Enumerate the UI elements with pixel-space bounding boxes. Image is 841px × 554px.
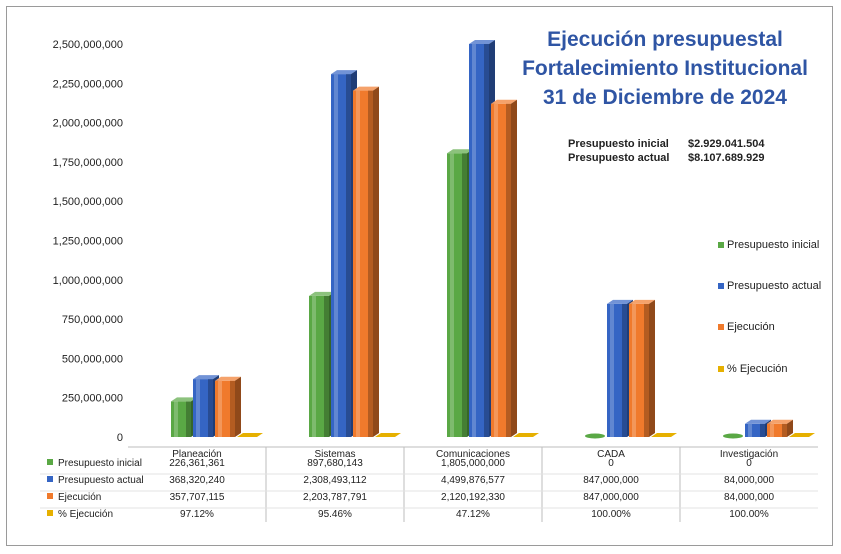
table-cell: 0: [608, 458, 614, 469]
legend-swatch: [718, 242, 724, 248]
chart-title-line: 31 de Diciembre de 2024: [543, 86, 787, 109]
category-label: Sistemas: [314, 449, 355, 460]
legend-label: Presupuesto inicial: [727, 239, 819, 251]
bar-1-5: [723, 433, 743, 439]
table-cell: 100.00%: [729, 509, 769, 520]
y-tick-label: 2,000,000,000: [53, 118, 123, 130]
table-cell: 84,000,000: [724, 475, 774, 486]
category-label: Comunicaciones: [436, 449, 510, 460]
legend-swatch: [718, 324, 724, 330]
table-cell: 226,361,361: [169, 458, 225, 469]
table-series-name: Ejecución: [58, 492, 101, 503]
table-cell: 1,805,000,000: [441, 458, 505, 469]
category-label: Investigación: [720, 449, 778, 460]
chart-title-line: Fortalecimiento Institucional: [522, 57, 808, 80]
y-tick-label: 1,500,000,000: [53, 196, 123, 208]
legend-label: % Ejecución: [727, 363, 788, 375]
bar-3-2: [353, 86, 379, 437]
table-cell: 95.46%: [318, 509, 352, 520]
table-series-swatch: [47, 476, 53, 482]
table-series-swatch: [47, 493, 53, 499]
info-label: Presupuesto inicial: [568, 138, 669, 150]
legend-label: Ejecución: [727, 321, 775, 333]
table-cell: 357,707,115: [170, 492, 225, 503]
table-cell: 0: [746, 458, 752, 469]
bar-4-3: [513, 433, 539, 437]
table-series-swatch: [47, 510, 53, 516]
table-cell: 847,000,000: [583, 475, 639, 486]
chart-title-line: Ejecución presupuestal: [547, 28, 783, 51]
y-tick-label: 1,000,000,000: [53, 275, 123, 287]
table-cell: 4,499,876,577: [441, 475, 505, 486]
table-series-name: Presupuesto actual: [58, 475, 144, 486]
legend-label: Presupuesto actual: [727, 280, 821, 292]
table-cell: 2,203,787,791: [303, 492, 367, 503]
bar-3-5: [767, 419, 793, 437]
y-tick-label: 1,250,000,000: [53, 236, 123, 248]
table-cell: 84,000,000: [724, 492, 774, 503]
table-cell: 2,120,192,330: [441, 492, 505, 503]
category-label: Planeación: [172, 449, 221, 460]
bar-1-4: [585, 433, 605, 439]
bar-4-5: [789, 433, 815, 437]
table-cell: 897,680,143: [307, 458, 363, 469]
table-cell: 97.12%: [180, 509, 214, 520]
bar-3-3: [491, 99, 517, 438]
y-tick-label: 750,000,000: [62, 314, 123, 326]
y-tick-label: 2,250,000,000: [53, 78, 123, 90]
legend-swatch: [718, 283, 724, 289]
table-cell: 47.12%: [456, 509, 490, 520]
info-label: Presupuesto actual: [568, 152, 669, 164]
table-cell: 847,000,000: [583, 492, 639, 503]
table-cell: 368,320,240: [169, 475, 225, 486]
info-value: $2.929.041.504: [688, 138, 765, 150]
table-cell: 2,308,493,112: [303, 475, 367, 486]
bar-4-2: [375, 433, 401, 437]
legend-swatch: [718, 366, 724, 372]
chart-frame: [6, 6, 833, 546]
table-series-name: % Ejecución: [58, 509, 113, 520]
table-series-swatch: [47, 459, 53, 465]
table-series-name: Presupuesto inicial: [58, 458, 142, 469]
table-cell: 100.00%: [591, 509, 631, 520]
info-value: $8.107.689.929: [688, 152, 764, 164]
y-tick-label: 2,500,000,000: [53, 39, 123, 51]
bar-3-4: [629, 299, 655, 437]
y-tick-label: 0: [117, 432, 123, 444]
category-label: CADA: [597, 449, 625, 460]
y-tick-label: 1,750,000,000: [53, 157, 123, 169]
bar-4-1: [237, 433, 263, 437]
bar-3-1: [215, 376, 241, 437]
bar-4-4: [651, 433, 677, 437]
y-tick-label: 500,000,000: [62, 353, 123, 365]
y-tick-label: 250,000,000: [62, 393, 123, 405]
